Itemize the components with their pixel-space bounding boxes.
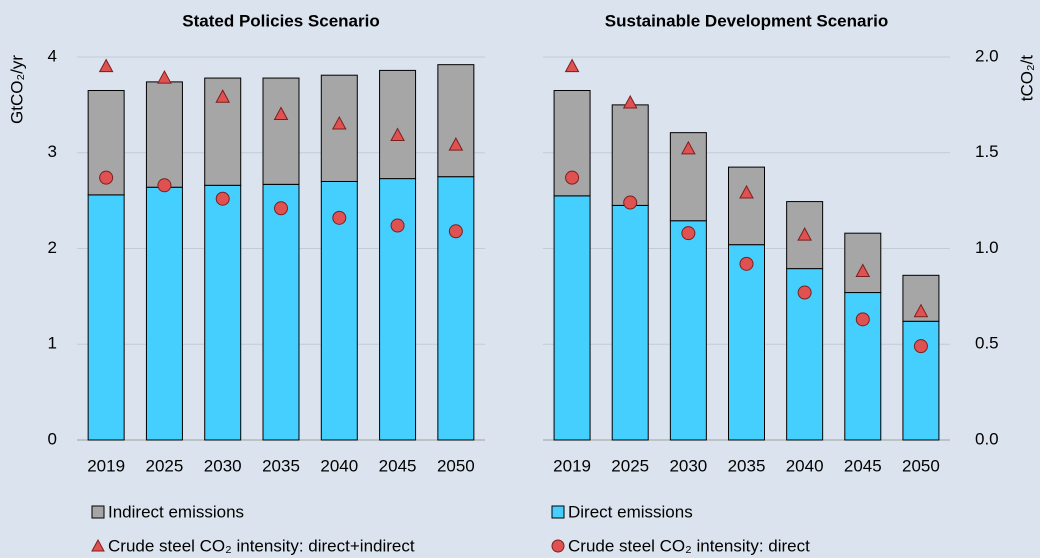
triangle-marker: [390, 127, 405, 142]
bar: [145, 81, 183, 188]
circle-marker: [215, 191, 230, 206]
circle-marker: [390, 218, 405, 233]
y2-axis-label: tCO₂/t: [1017, 55, 1036, 102]
bar: [379, 178, 417, 441]
x-tick-label: 2045: [844, 456, 882, 475]
bar: [902, 320, 940, 441]
x-tick-label: 2030: [204, 456, 242, 475]
legend-label: Direct emissions: [568, 502, 693, 521]
legend-swatch: [551, 505, 565, 519]
triangle-marker: [331, 115, 347, 130]
x-tick-label: 2030: [669, 456, 707, 475]
legend-label: Crude steel CO₂ intensity: direct+indire…: [108, 536, 415, 555]
x-tick-label: 2019: [87, 456, 125, 475]
circle-marker: [681, 226, 696, 241]
y-tick-label: 2: [48, 238, 57, 257]
legend-swatch: [91, 538, 105, 552]
triangle-marker: [855, 263, 871, 277]
triangle-marker: [797, 227, 812, 241]
circle-marker: [565, 170, 580, 185]
bar: [437, 176, 475, 441]
bar: [437, 64, 475, 178]
chart-title: Sustainable Development Scenario: [605, 11, 888, 30]
x-tick-label: 2035: [262, 456, 300, 475]
x-tick-label: 2045: [379, 456, 417, 475]
legend-label: Crude steel CO₂ intensity: direct: [568, 536, 810, 555]
circle-marker: [332, 210, 347, 225]
triangle-marker: [913, 303, 929, 318]
circle-marker: [739, 256, 754, 271]
x-tick-label: 2050: [902, 456, 940, 475]
y2-tick-label: 0.5: [975, 334, 999, 353]
x-tick-label: 2040: [786, 456, 824, 475]
x-tick-label: 2040: [320, 456, 358, 475]
y-tick-label: 4: [48, 46, 57, 65]
circle-marker: [797, 285, 812, 300]
x-tick-label: 2050: [437, 456, 475, 475]
circle-marker: [913, 339, 928, 354]
triangle-marker: [564, 58, 580, 73]
x-tick-label: 2035: [728, 456, 766, 475]
triangle-marker: [448, 137, 464, 151]
x-tick-label: 2025: [611, 456, 649, 475]
legend-swatch: [91, 505, 105, 519]
y-axis-label: GtCO₂/yr: [7, 55, 26, 124]
chart-title: Stated Policies Scenario: [182, 11, 379, 30]
bar: [728, 244, 765, 441]
bar: [669, 220, 707, 441]
y2-tick-label: 1.5: [975, 142, 999, 161]
circle-marker: [157, 178, 172, 193]
triangle-marker: [157, 70, 172, 84]
bar: [611, 104, 649, 206]
triangle-marker: [681, 140, 696, 155]
bar: [844, 232, 882, 294]
y-tick-label: 0: [48, 429, 57, 448]
y-tick-label: 3: [48, 142, 57, 161]
bar: [553, 195, 591, 441]
bar: [262, 77, 300, 185]
x-tick-label: 2019: [553, 456, 591, 475]
circle-marker: [855, 312, 870, 327]
y2-tick-label: 1.0: [975, 238, 999, 257]
circle-marker: [448, 224, 463, 239]
circle-marker: [623, 195, 638, 210]
bar: [87, 194, 125, 441]
triangle-marker: [98, 58, 114, 73]
y-tick-label: 1: [48, 334, 57, 353]
triangle-marker: [273, 106, 289, 120]
triangle-marker: [739, 184, 754, 199]
y2-tick-label: 2.0: [975, 46, 999, 65]
bar: [87, 90, 125, 196]
triangle-marker: [622, 94, 638, 109]
legend-swatch: [551, 539, 565, 553]
bar: [145, 186, 183, 441]
triangle-marker: [215, 89, 231, 103]
bar: [379, 69, 417, 180]
bar: [204, 184, 242, 441]
circle-marker: [99, 170, 114, 185]
y2-tick-label: 0.0: [975, 429, 999, 448]
legend-label: Indirect emissions: [108, 502, 244, 521]
bar: [611, 204, 649, 441]
circle-marker: [274, 201, 288, 216]
bar: [728, 166, 765, 246]
bar: [262, 183, 300, 441]
x-tick-label: 2025: [146, 456, 184, 475]
